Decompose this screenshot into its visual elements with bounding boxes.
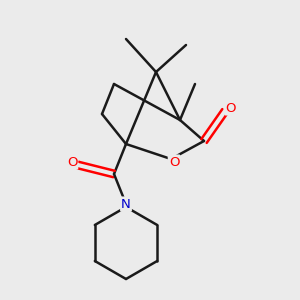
Text: O: O (169, 155, 179, 169)
Text: N: N (121, 197, 131, 211)
Text: O: O (67, 155, 77, 169)
Text: O: O (226, 101, 236, 115)
